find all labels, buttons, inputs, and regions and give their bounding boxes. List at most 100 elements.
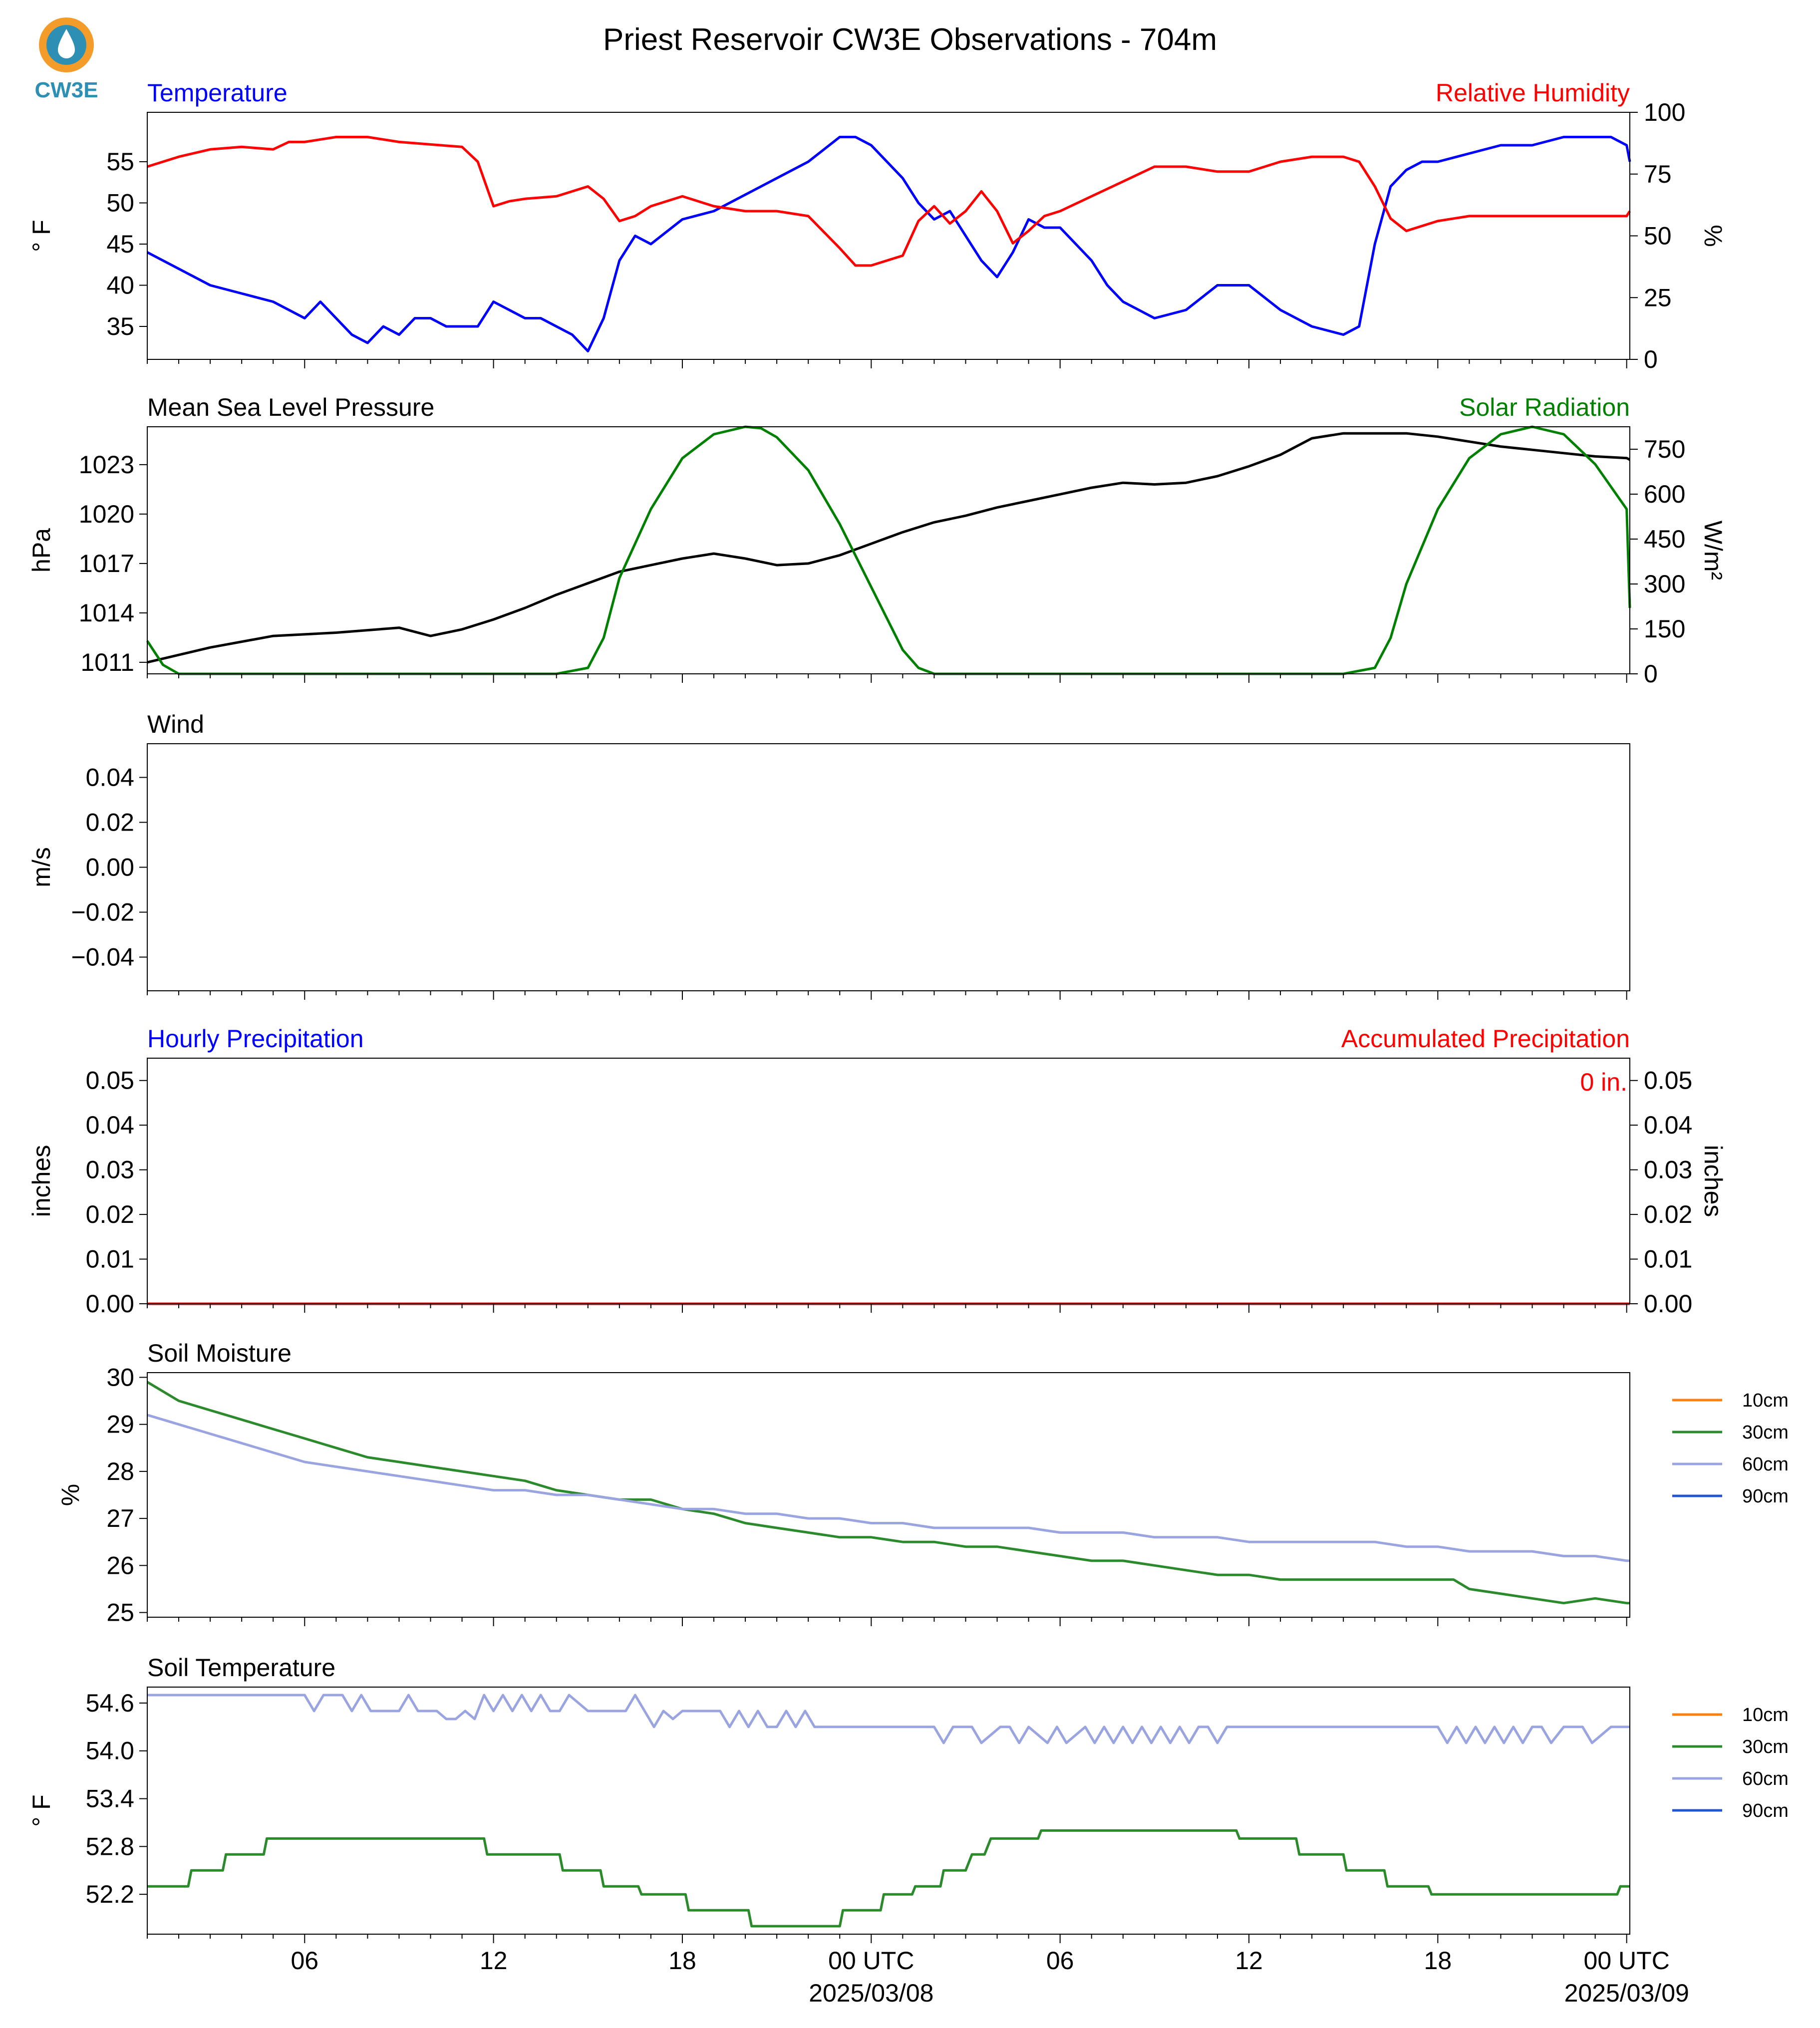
x-tick-label: 00 UTC <box>1584 1947 1670 1975</box>
series-line-60cm <box>147 1414 1630 1562</box>
y-axis-label-right: % <box>1699 225 1727 247</box>
panel-4: Soil Moisture 25 26 27 28 29 30% 10cm 30cm 60cm 90… <box>56 1339 1789 1627</box>
y-tick-label: 0.05 <box>86 1067 134 1095</box>
y-tick-label: 0.04 <box>86 764 134 792</box>
x-tick-label: 12 <box>480 1947 508 1975</box>
panel-frame <box>147 426 1630 674</box>
y-tick-label: 25 <box>106 1599 134 1627</box>
y-tick-label-right: 0.02 <box>1644 1200 1692 1228</box>
panel-0: Temperature Relative Humidity 35 40 45 50 55 0 2… <box>27 79 1727 373</box>
y-tick-label-right: 600 <box>1644 480 1685 508</box>
legend-label: 10cm <box>1742 1390 1789 1411</box>
y-tick-label: 35 <box>106 312 134 340</box>
legend-label: 60cm <box>1742 1768 1789 1789</box>
y-tick-label: 53.4 <box>86 1785 134 1813</box>
series-line-60cm <box>147 1694 1630 1744</box>
legend-label: 90cm <box>1742 1486 1789 1507</box>
y-tick-label-right: 0 <box>1644 660 1658 688</box>
y-tick-label-right: 150 <box>1644 615 1685 643</box>
y-tick-label-right: 75 <box>1644 160 1672 188</box>
y-tick-label-right: 750 <box>1644 435 1685 463</box>
panel-title-left: Mean Sea Level Pressure <box>147 393 434 421</box>
y-tick-label: 1011 <box>80 648 134 676</box>
time-axis: 06 12 18 00 UTC 06 12 18 00 UTC 2025/03/08 2025/0… <box>291 1947 1689 2007</box>
accumulated-annotation: 0 in. <box>1580 1068 1627 1096</box>
y-tick-label-right: 50 <box>1644 222 1672 250</box>
y-tick-label-right: 0.04 <box>1644 1111 1692 1139</box>
y-tick-label: 29 <box>106 1411 134 1439</box>
panel-title-right: Relative Humidity <box>1436 79 1630 107</box>
y-tick-label-right: 100 <box>1644 98 1685 126</box>
y-tick-label: 0.02 <box>86 809 134 837</box>
panel-title-left: Soil Temperature <box>147 1654 335 1682</box>
y-tick-label: 27 <box>106 1504 134 1532</box>
legend: 10cm 30cm 60cm 90cm <box>1672 1705 1789 1821</box>
x-tick-label: 06 <box>1046 1947 1074 1975</box>
y-tick-label-right: 0.01 <box>1644 1245 1692 1273</box>
y-tick-label: 1020 <box>79 500 134 528</box>
y-tick-label-right: 0 <box>1644 345 1658 373</box>
y-tick-label: 54.6 <box>86 1689 134 1717</box>
drop-icon <box>58 29 75 58</box>
y-tick-label: 26 <box>106 1551 134 1579</box>
y-axis-label: hPa <box>27 528 55 573</box>
y-tick-label: 54.0 <box>86 1737 134 1765</box>
x-tick-label: 12 <box>1235 1947 1263 1975</box>
y-tick-label: 50 <box>106 189 134 217</box>
panel-3: Hourly Precipitation Accumulated Precipit… <box>27 1025 1727 1318</box>
series-line <box>146 136 1631 352</box>
panel-2: Wind −0.04 −0.02 0.00 0.02 0.04 m/s <box>27 710 1630 1000</box>
y-tick-label: 1017 <box>79 550 134 578</box>
y-tick-label: 1014 <box>79 599 134 627</box>
y-tick-label: −0.04 <box>71 943 134 971</box>
x-date-label: 2025/03/09 <box>1564 1979 1689 2007</box>
y-tick-label: 0.04 <box>86 1111 134 1139</box>
y-axis-label: % <box>56 1484 84 1506</box>
figure-title: Priest Reservoir CW3E Observations - 704… <box>603 22 1217 57</box>
legend-label: 90cm <box>1742 1800 1789 1821</box>
x-tick-label: 00 UTC <box>828 1947 914 1975</box>
panel-title-right: Solar Radiation <box>1459 393 1630 421</box>
series-line <box>147 432 1631 664</box>
panel-title-left: Hourly Precipitation <box>147 1025 364 1053</box>
y-tick-label-right: 300 <box>1644 570 1685 598</box>
series-line-30cm <box>146 1381 1630 1605</box>
panel-frame <box>147 1687 1630 1935</box>
legend-label: 30cm <box>1742 1737 1789 1757</box>
legend: 10cm 30cm 60cm 90cm <box>1672 1390 1789 1507</box>
y-tick-label: 0.01 <box>86 1245 134 1273</box>
y-tick-label: 1023 <box>79 451 134 479</box>
y-tick-label: 0.02 <box>86 1200 134 1228</box>
panel-title-left: Soil Moisture <box>147 1339 292 1367</box>
y-axis-label-right: inches <box>1699 1145 1727 1217</box>
x-tick-label: 06 <box>291 1947 318 1975</box>
series-line <box>147 136 1631 267</box>
y-tick-label: 30 <box>106 1363 134 1391</box>
y-axis-label-right: W/m² <box>1699 521 1727 580</box>
panel-1: Mean Sea Level Pressure Solar Radiation 10… <box>27 393 1727 688</box>
panel-title-right: Accumulated Precipitation <box>1341 1025 1630 1053</box>
y-axis-label: ° F <box>27 220 55 252</box>
y-tick-label: 40 <box>106 272 134 299</box>
panel-frame <box>147 1058 1630 1304</box>
y-tick-label-right: 25 <box>1644 284 1672 311</box>
y-tick-label: 0.00 <box>86 1290 134 1318</box>
panels: Temperature Relative Humidity 35 40 45 50 55 0 2… <box>27 79 1789 1943</box>
y-tick-label-right: 0.05 <box>1644 1067 1692 1095</box>
series-line-30cm <box>147 1829 1630 1928</box>
x-tick-label: 18 <box>668 1947 696 1975</box>
y-axis-label: ° F <box>27 1794 55 1826</box>
panel-5: Soil Temperature 52.2 52.8 53.4 54.0 54.6 ° F 1… <box>27 1654 1789 1943</box>
y-tick-label: 0.00 <box>86 854 134 881</box>
y-tick-label: 52.2 <box>86 1880 134 1908</box>
logo-text: CW3E <box>34 78 98 102</box>
y-tick-label: 55 <box>106 148 134 176</box>
x-date-label: 2025/03/08 <box>809 1979 933 2007</box>
panel-title-left: Temperature <box>147 79 288 107</box>
legend-label: 10cm <box>1742 1705 1789 1726</box>
y-tick-label: 52.8 <box>86 1832 134 1860</box>
y-axis-label: m/s <box>27 847 55 887</box>
y-tick-label-right: 450 <box>1644 525 1685 553</box>
